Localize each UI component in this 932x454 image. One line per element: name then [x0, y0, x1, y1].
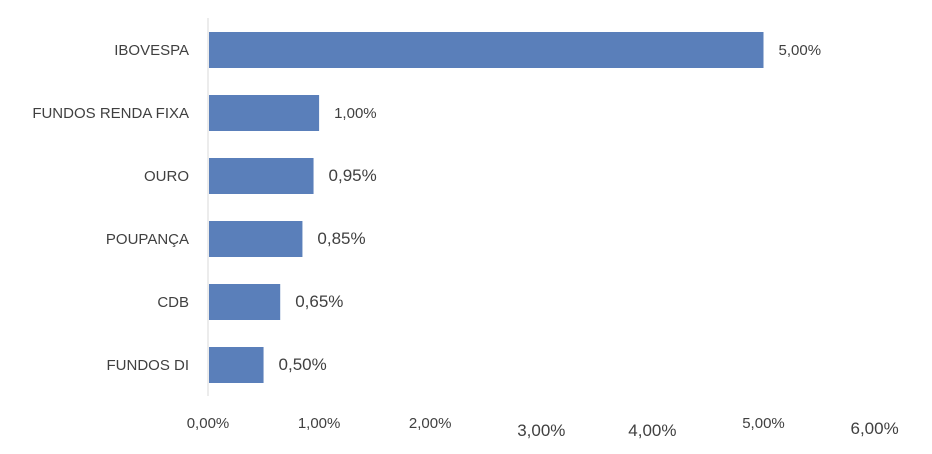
x-tick-labels-group: 0,00% 1,00% 2,00% 3,00% 4,00% 5,00% 6,00%: [187, 415, 899, 440]
bar-5: [209, 347, 264, 383]
category-label-5: FUNDOS DI: [107, 357, 190, 374]
bar-2: [209, 158, 314, 194]
data-label-4: 0,65%: [295, 292, 343, 311]
category-label-2: OURO: [144, 168, 189, 185]
x-tick-label-4: 4,00%: [628, 421, 676, 440]
category-label-3: POUPANÇA: [106, 231, 189, 248]
category-label-1: FUNDOS RENDA FIXA: [32, 105, 189, 122]
category-label-0: IBOVESPA: [114, 42, 189, 59]
x-tick-label-2: 2,00%: [409, 415, 452, 432]
bar-4: [209, 284, 281, 320]
x-tick-label-0: 0,00%: [187, 415, 230, 432]
bars-group: [209, 32, 764, 383]
x-tick-label-6: 6,00%: [850, 419, 898, 438]
data-label-5: 0,50%: [279, 355, 327, 374]
x-tick-label-5: 5,00%: [742, 415, 785, 432]
x-tick-label-3: 3,00%: [517, 421, 565, 440]
bar-0: [209, 32, 764, 68]
data-label-1: 1,00%: [334, 105, 377, 122]
x-tick-label-1: 1,00%: [298, 415, 341, 432]
data-labels-group: 5,00% 1,00% 0,95% 0,85% 0,65% 0,50%: [279, 42, 821, 374]
data-label-0: 5,00%: [779, 42, 822, 59]
data-label-2: 0,95%: [329, 166, 377, 185]
bar-3: [209, 221, 303, 257]
data-label-3: 0,85%: [317, 229, 365, 248]
bar-1: [209, 95, 320, 131]
category-labels-group: IBOVESPA FUNDOS RENDA FIXA OURO POUPANÇA CDB…: [32, 42, 189, 374]
category-label-4: CDB: [157, 294, 189, 311]
